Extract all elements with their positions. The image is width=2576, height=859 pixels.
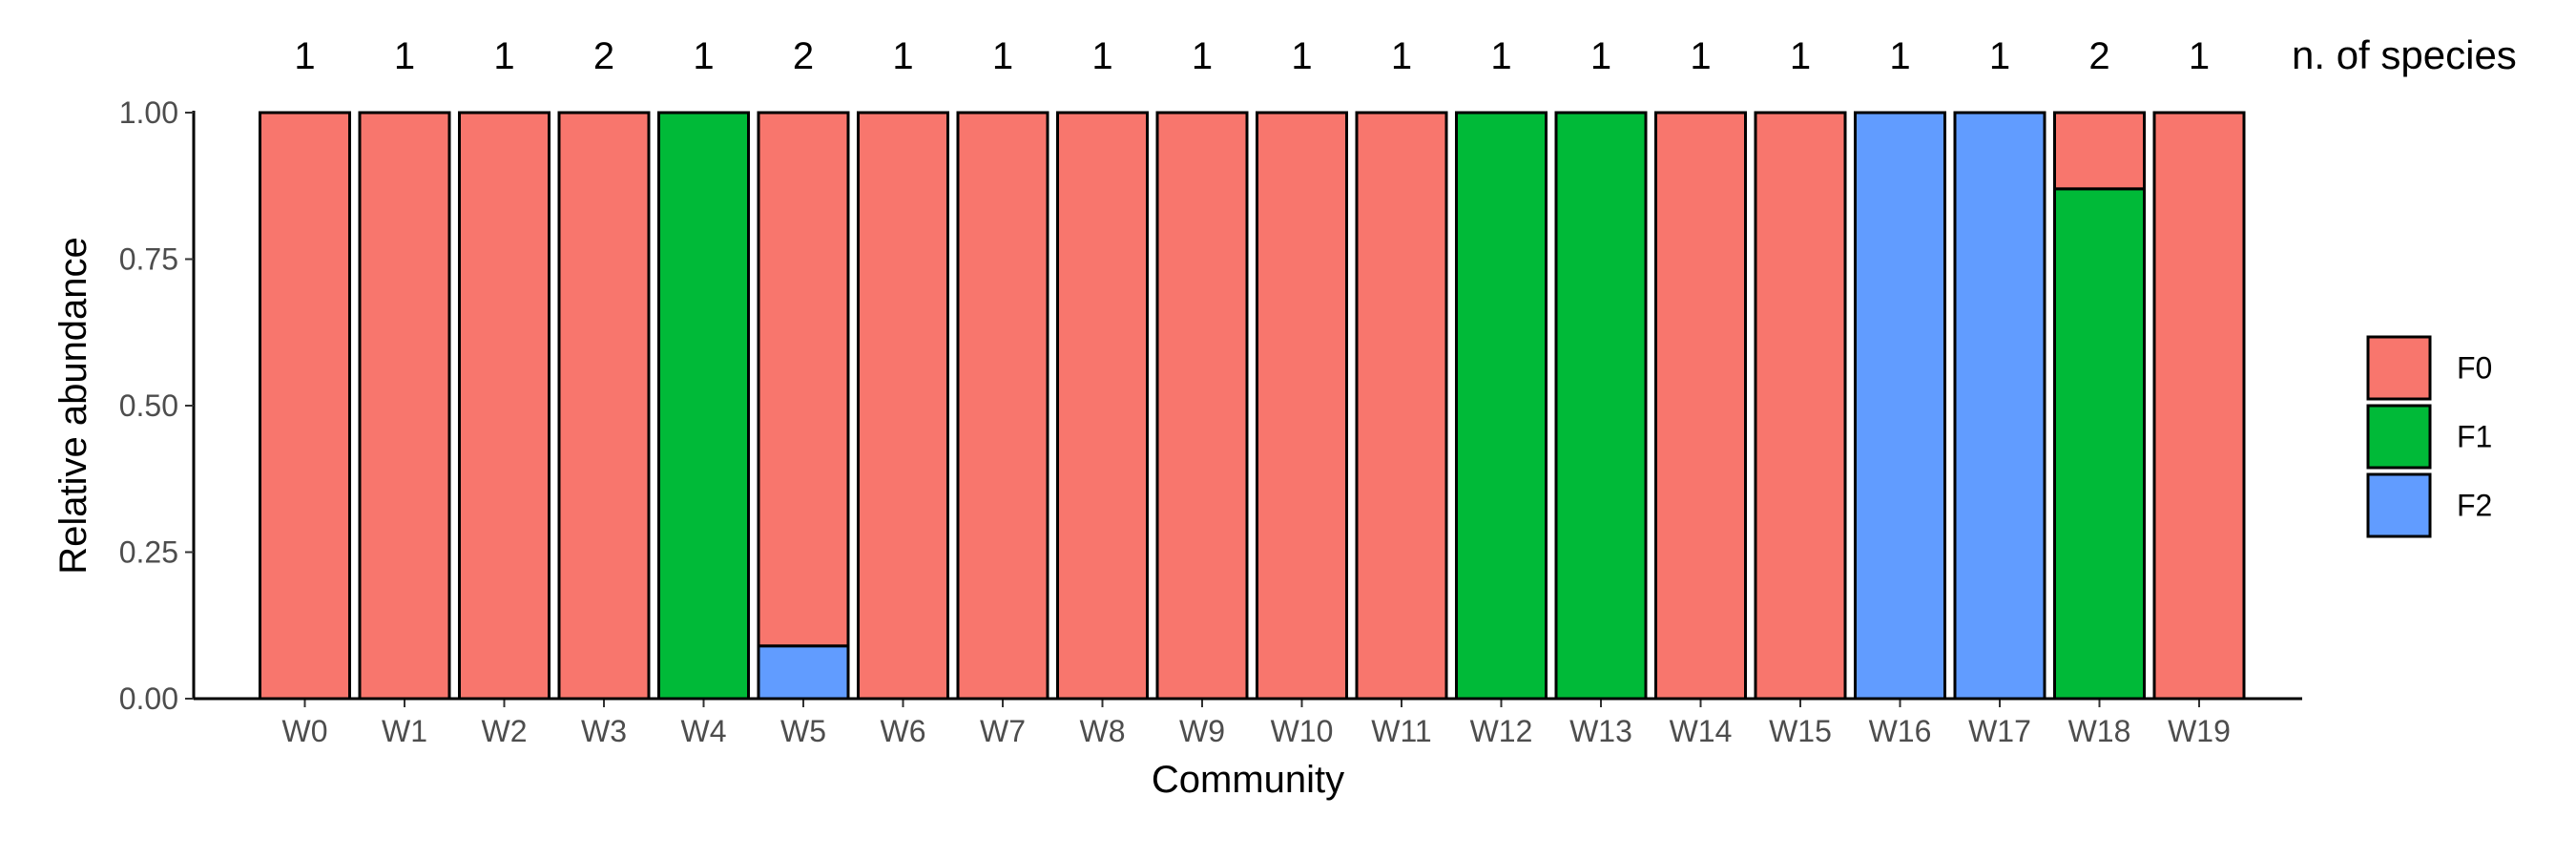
species-count: 1 bbox=[1989, 35, 2010, 77]
x-tick-label: W10 bbox=[1271, 714, 1334, 748]
bar-segment-W3-F0 bbox=[557, 111, 651, 701]
species-counts-layer: 1 1 1 2 1 2 1 1 1 1 1 1 1 1 1 1 1 1 2 1 bbox=[294, 35, 2210, 77]
species-count: 1 bbox=[1490, 35, 1511, 77]
bar-segment-W2-F0 bbox=[458, 111, 551, 701]
legend-label-F1: F1 bbox=[2457, 420, 2492, 454]
x-tick-label: W18 bbox=[2068, 714, 2131, 748]
x-tick-label: W9 bbox=[1179, 714, 1225, 748]
x-tick-label: W8 bbox=[1080, 714, 1126, 748]
x-tick-label: W17 bbox=[1968, 714, 2031, 748]
x-tick-label: W1 bbox=[382, 714, 427, 748]
species-count: 2 bbox=[793, 35, 814, 77]
species-count: 1 bbox=[1192, 35, 1213, 77]
x-tick-label: W0 bbox=[282, 714, 328, 748]
legend: F0 F1 F2 bbox=[2366, 335, 2492, 538]
species-count: 2 bbox=[2088, 35, 2109, 77]
species-count: 1 bbox=[1391, 35, 1412, 77]
y-tick-label: 0.25 bbox=[119, 535, 178, 570]
species-count: 1 bbox=[1790, 35, 1811, 77]
x-tick-label: W5 bbox=[780, 714, 826, 748]
x-tick-label: W13 bbox=[1569, 714, 1632, 748]
x-tick-label: W6 bbox=[881, 714, 926, 748]
species-count: 1 bbox=[294, 35, 315, 77]
bar-segment-W19-F0 bbox=[2152, 111, 2246, 701]
y-tick-label: 0.75 bbox=[119, 242, 178, 277]
species-count: 1 bbox=[1690, 35, 1711, 77]
bar-segment-W17-F2 bbox=[1953, 111, 2046, 701]
y-axis-title: Relative abundance bbox=[52, 237, 94, 575]
bar-segment-W12-F1 bbox=[1455, 111, 1548, 701]
bar-segment-W10-F0 bbox=[1256, 111, 1348, 701]
species-count: 1 bbox=[493, 35, 514, 77]
bar-segment-W18-F0 bbox=[2053, 111, 2146, 191]
legend-label-F0: F0 bbox=[2457, 351, 2492, 386]
bar-segment-W16-F2 bbox=[1854, 111, 1946, 701]
species-count: 1 bbox=[394, 35, 415, 77]
x-tick-label: W12 bbox=[1470, 714, 1533, 748]
bar-segment-W6-F0 bbox=[857, 111, 949, 701]
species-count: 1 bbox=[2189, 35, 2210, 77]
bar-segment-W8-F0 bbox=[1056, 111, 1149, 701]
species-count: 1 bbox=[693, 35, 714, 77]
y-tick-label: 0.00 bbox=[119, 681, 178, 716]
species-count: 1 bbox=[892, 35, 913, 77]
bar-segment-W9-F0 bbox=[1155, 111, 1249, 701]
x-tick-label: W15 bbox=[1769, 714, 1832, 748]
x-tick-label: W2 bbox=[482, 714, 528, 748]
x-tick-label: W7 bbox=[980, 714, 1026, 748]
bar-segment-W5-F2 bbox=[757, 644, 850, 701]
bar-segment-W15-F0 bbox=[1754, 111, 1847, 701]
y-tick-label: 0.50 bbox=[119, 388, 178, 423]
bar-segment-W11-F0 bbox=[1355, 111, 1448, 701]
x-axis-title: Community bbox=[1152, 759, 1344, 801]
bar-segment-W0-F0 bbox=[259, 111, 351, 701]
bar-segment-W7-F0 bbox=[956, 111, 1049, 701]
species-count: 1 bbox=[1889, 35, 1910, 77]
x-tick-label: W11 bbox=[1371, 714, 1431, 748]
x-tick-label: W19 bbox=[2168, 714, 2231, 748]
bar-segment-W13-F1 bbox=[1554, 111, 1648, 701]
legend-swatch-F2 bbox=[2366, 472, 2432, 538]
x-tick-label: W4 bbox=[681, 714, 727, 748]
species-count: 2 bbox=[593, 35, 614, 77]
x-tick-label: W3 bbox=[581, 714, 627, 748]
bar-segment-W4-F1 bbox=[657, 111, 750, 701]
axes-layer: W0 W1 W2 W3 W4 W5 W6 W7 W8 W9 W10 W11 W12 W13 W14 W15 W1… bbox=[119, 95, 2302, 748]
legend-label-F2: F2 bbox=[2457, 489, 2492, 523]
legend-swatch-F1 bbox=[2366, 404, 2432, 470]
species-count: 1 bbox=[1091, 35, 1112, 77]
bar-segment-W5-F0 bbox=[757, 111, 850, 648]
species-count: 1 bbox=[1590, 35, 1611, 77]
species-count: 1 bbox=[992, 35, 1013, 77]
y-tick-label: 1.00 bbox=[119, 95, 178, 130]
bar-segment-W14-F0 bbox=[1654, 111, 1747, 701]
legend-swatch-F0 bbox=[2366, 335, 2432, 401]
species-count-label: n. of species bbox=[2292, 32, 2517, 77]
bar-segment-W1-F0 bbox=[358, 111, 451, 701]
x-tick-label: W14 bbox=[1670, 714, 1733, 748]
x-tick-label: W16 bbox=[1869, 714, 1932, 748]
bar-segment-W18-F1 bbox=[2053, 187, 2146, 701]
bars-layer bbox=[259, 111, 2246, 701]
species-count: 1 bbox=[1291, 35, 1312, 77]
